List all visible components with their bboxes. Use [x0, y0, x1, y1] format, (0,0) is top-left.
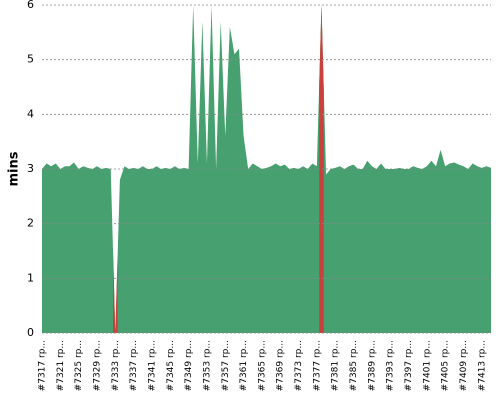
x-tick-label: #7397 rp...: [404, 340, 414, 391]
x-tick-label: #7385 rp...: [349, 340, 359, 391]
y-tick-label: 2: [27, 217, 34, 230]
y-tick-label: 1: [27, 271, 34, 284]
x-tick-label: #7373 rp...: [294, 340, 304, 391]
x-tick-label: #7341 rp...: [147, 340, 157, 391]
x-tick-label: #7389 rp...: [367, 340, 377, 391]
x-tick-label: #7393 rp...: [386, 340, 396, 391]
x-tick-label: #7317 rp...: [38, 340, 48, 391]
x-tick-label: #7357 rp...: [221, 340, 231, 391]
x-tick-label: #7337 rp...: [129, 340, 139, 391]
failed-build-area: [113, 251, 118, 333]
x-tick-label: #7405 rp...: [441, 340, 451, 391]
x-tick-label: #7349 rp...: [184, 340, 194, 391]
y-tick-label: 5: [27, 53, 34, 66]
x-tick-label: #7369 rp...: [276, 340, 286, 391]
y-axis-label: mins: [7, 151, 22, 186]
x-tick-label: #7321 rp...: [56, 340, 66, 391]
failed-build-area: [319, 5, 324, 333]
x-tick-label: #7361 rp...: [239, 340, 249, 391]
y-tick-label: 4: [27, 107, 34, 120]
x-tick-label: #7401 rp...: [422, 340, 432, 391]
x-tick-label: #7353 rp...: [202, 340, 212, 391]
x-tick-label: #7345 rp...: [166, 340, 176, 391]
x-tick-label: #7365 rp...: [257, 340, 267, 391]
x-tick-label: #7377 rp...: [312, 340, 322, 391]
x-tick-label: #7409 rp...: [459, 340, 469, 391]
y-tick-label: 6: [27, 0, 34, 11]
x-tick-label: #7333 rp...: [111, 340, 121, 391]
x-tick-label: #7329 rp...: [92, 340, 102, 391]
x-tick-label: #7381 rp...: [331, 340, 341, 391]
x-tick-label: #7413 rp...: [477, 340, 487, 391]
x-tick-label: #7325 rp...: [74, 340, 84, 391]
y-tick-label: 0: [27, 326, 34, 339]
y-tick-label: 3: [27, 162, 34, 175]
